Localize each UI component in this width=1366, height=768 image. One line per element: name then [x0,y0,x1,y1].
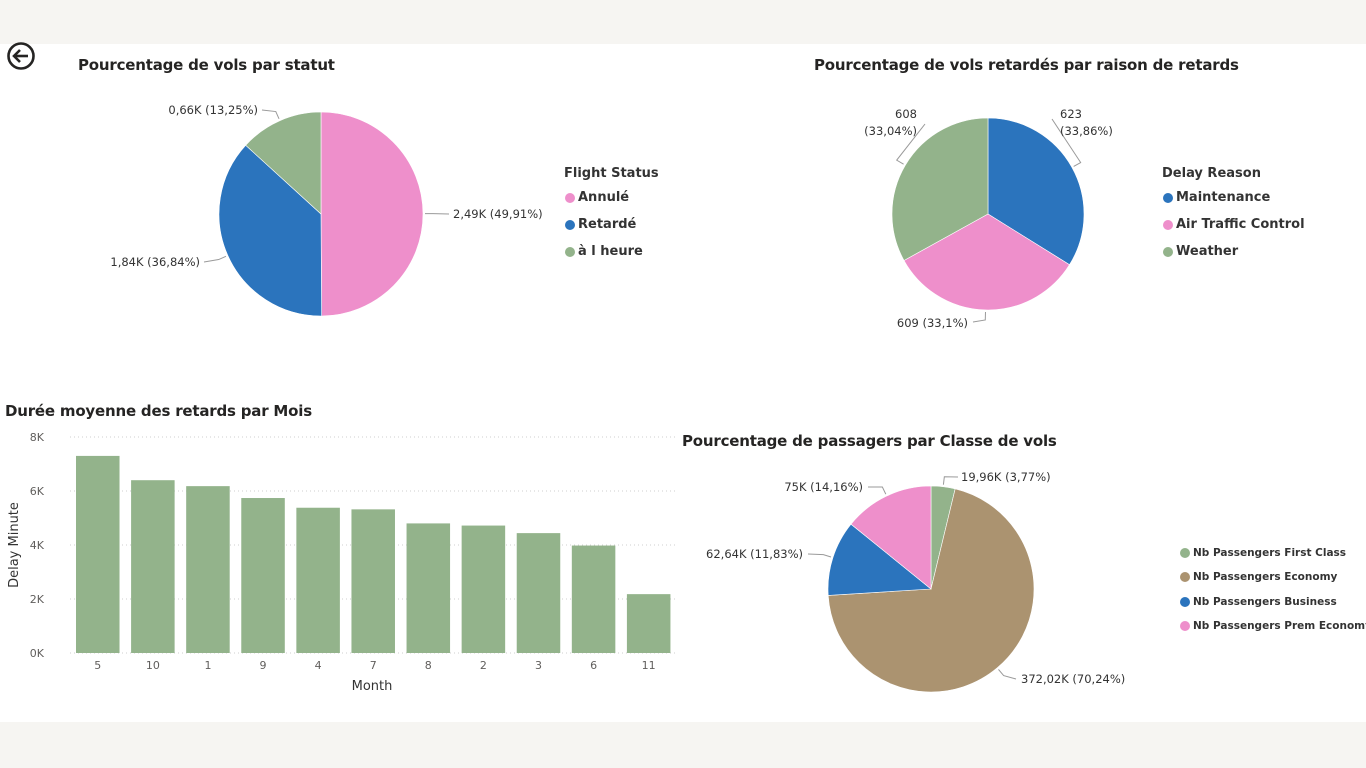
x-tick-label-4: 4 [315,659,322,672]
legend-dot [1180,548,1190,558]
delay-pie-slice-0 [987,117,1085,266]
legend-dot [1163,192,1173,203]
legend-label: Nb Passengers Economy [1193,571,1338,583]
x-tick-label-10: 10 [146,659,160,672]
status-leader-1 [203,255,227,263]
delay-legend-title: Delay Reason [1162,166,1261,181]
bar-5 [76,455,120,653]
x-axis-title: Month [352,679,393,694]
class-pie-slice-3 [850,485,932,590]
delay-data-label-0b: (33,86%) [1060,124,1113,138]
bar-2 [461,525,506,653]
bar-8 [406,523,451,653]
bar-3 [516,533,561,653]
class-leader-0 [942,476,959,485]
x-tick-label-11: 11 [642,659,656,672]
status-data-label-1: 1,84K (36,84%) [110,255,200,269]
class-leader-2 [807,553,832,558]
legend-item-business[interactable]: Nb Passengers Business [1180,596,1337,608]
class-data-label-3: 75K (14,16%) [784,480,863,494]
class-leader-3 [867,486,887,495]
status-pie-slice-1 [218,144,322,317]
x-tick-label-5: 5 [94,659,101,672]
bar-chart-title: Durée moyenne des retards par Mois [5,402,312,420]
status-pie-title: Pourcentage de vols par statut [78,56,335,74]
legend-item-prem-economy[interactable]: Nb Passengers Prem Economy [1180,620,1366,632]
class-pie-title: Pourcentage de passagers par Classe de v… [682,432,1057,450]
bar-1 [186,486,230,653]
x-tick-label-6: 6 [590,659,597,672]
delay-leader-0 [1051,118,1082,167]
delay-data-label-2b: (33,04%) [864,124,917,138]
y-tick-label-1: 2K [30,593,45,606]
y-tick-label-4: 8K [30,431,45,444]
class-pie-slice-1 [827,488,1035,693]
status-legend-title: Flight Status [564,166,659,181]
legend-dot [1180,597,1190,607]
legend-item-retarde[interactable]: Retardé [565,217,636,232]
bar-9 [241,498,285,653]
back-arrow-icon[interactable] [4,41,36,73]
legend-dot [565,192,575,203]
legend-item-annule[interactable]: Annulé [565,190,629,205]
legend-label: Nb Passengers First Class [1193,547,1347,559]
class-data-label-0: 19,96K (3,77%) [961,470,1051,484]
x-tick-label-3: 3 [535,659,542,672]
y-tick-label-3: 6K [30,485,45,498]
legend-item-weather[interactable]: Weather [1163,244,1238,259]
legend-dot [565,246,575,257]
legend-item-a-l-heure[interactable]: à l heure [565,244,643,259]
legend-label: Maintenance [1176,190,1271,205]
y-axis-title: Delay Minute [7,502,22,588]
y-tick-label-2: 4K [30,539,45,552]
bar-7 [351,509,395,653]
legend-item-economy[interactable]: Nb Passengers Economy [1180,571,1337,583]
status-pie-slice-2 [245,111,322,215]
status-data-label-0: 2,49K (49,91%) [453,207,543,221]
legend-dot [1163,246,1173,257]
delay-pie-slice-1 [903,213,1070,311]
status-pie-slice-0 [320,111,424,317]
legend-label: Weather [1176,244,1239,259]
legend-dot [1180,572,1190,582]
legend-item-first-class[interactable]: Nb Passengers First Class [1180,547,1346,559]
delay-pie-slice-2 [891,117,989,261]
bar-10 [131,480,175,653]
delay-data-label-2a: 608 [895,107,917,121]
legend-item-maintenance[interactable]: Maintenance [1163,190,1270,205]
legend-label: Retardé [578,217,637,232]
class-leader-1 [998,669,1017,680]
legend-label: Nb Passengers Business [1193,596,1337,608]
x-tick-label-9: 9 [260,659,267,672]
delay-leader-2 [895,123,926,165]
legend-label: Annulé [578,190,630,205]
delay-leader-1 [972,311,986,323]
x-tick-label-8: 8 [425,659,432,672]
legend-label: Nb Passengers Prem Economy [1193,620,1366,632]
bar-11 [626,594,671,653]
delay-data-label-0a: 623 [1060,107,1082,121]
legend-dot [1163,219,1173,230]
x-tick-label-1: 1 [204,659,211,672]
legend-label: Air Traffic Control [1176,217,1305,232]
class-pie-slice-2 [827,523,932,596]
y-tick-label-0: 0K [30,647,45,660]
bar-4 [296,507,340,653]
status-data-label-2: 0,66K (13,25%) [168,103,258,117]
class-data-label-2: 62,64K (11,83%) [706,547,803,561]
status-leader-2 [261,109,280,120]
delay-reason-pie-title: Pourcentage de vols retardés par raison … [814,56,1239,74]
legend-dot [565,219,575,230]
x-tick-label-2: 2 [480,659,487,672]
delay-data-label-1: 609 (33,1%) [897,316,968,330]
bar-6 [571,545,616,653]
legend-item-air-traffic-control[interactable]: Air Traffic Control [1163,217,1305,232]
class-data-label-1: 372,02K (70,24%) [1021,672,1125,686]
legend-label: à l heure [578,244,643,259]
legend-dot [1180,621,1190,631]
x-tick-label-7: 7 [370,659,377,672]
